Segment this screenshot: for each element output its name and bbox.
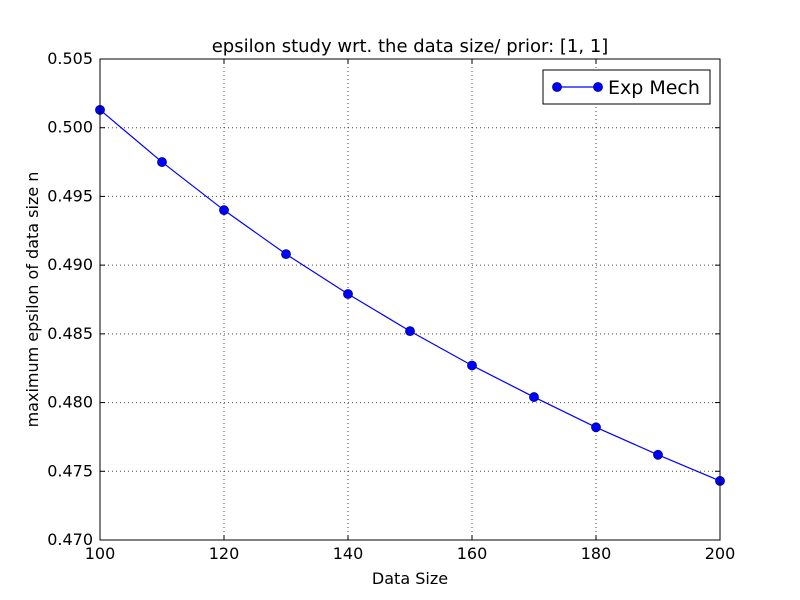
y-axis-label: maximum epsilon of data size n [23,172,42,428]
grid-lines [99,58,721,541]
y-tick-label: 0.480 [47,393,93,412]
x-tick-label: 140 [333,544,364,563]
legend-marker [552,82,562,92]
chart-title: epsilon study wrt. the data size/ prior:… [212,36,609,57]
x-axis-label: Data Size [372,569,448,588]
y-tick-label: 0.490 [47,255,93,274]
data-point [219,205,229,216]
x-tick-label: 160 [457,544,488,563]
x-tick-label: 180 [581,544,612,563]
y-tick-label: 0.505 [47,49,93,68]
y-tick-label: 0.470 [47,530,93,549]
data-point [157,157,167,167]
x-tick-label: 120 [209,544,240,563]
axis-ticks: 100 120 140 160 180 200 0.470 0.475 0.480 0.485 0.… [47,49,735,563]
data-point [467,360,477,371]
y-tick-label: 0.495 [47,186,93,205]
legend: Exp Mech [542,69,711,105]
data-point [529,392,539,402]
series-layer [95,104,725,486]
data-point [405,326,415,337]
data-point [591,422,601,433]
legend-marker [593,82,603,92]
legend-label-exp-mech: Exp Mech [608,77,700,99]
series-line-exp-mech [99,109,721,482]
y-tick-label: 0.485 [47,324,93,343]
x-tick-label: 200 [705,544,736,563]
y-tick-label: 0.500 [47,118,93,137]
data-point [653,449,663,460]
y-tick-label: 0.475 [47,461,93,480]
data-point [343,289,353,299]
x-tick-label: 100 [85,544,116,563]
plot-frame [99,58,721,541]
data-point [281,249,291,260]
